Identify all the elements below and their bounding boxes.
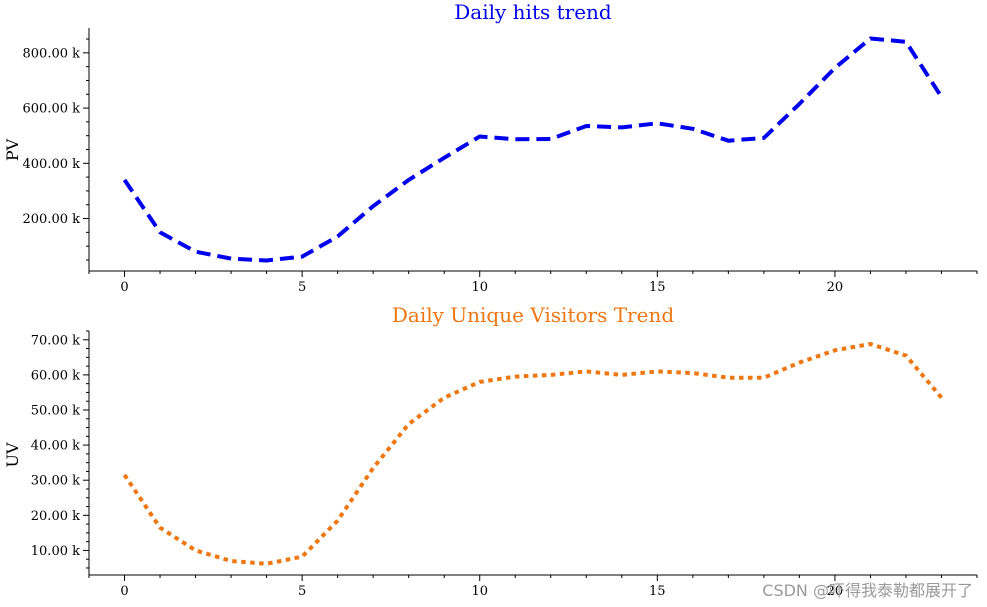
uv-series-line <box>122 342 944 566</box>
uv-y-tick-label: 30.00 k <box>31 474 80 489</box>
uv-chart-title: Daily Unique Visitors Trend <box>392 303 674 327</box>
uv-x-tick-label: 10 <box>471 584 488 599</box>
pv-x-tick-label: 0 <box>120 280 128 295</box>
pv-y-tick-label: 800.00 k <box>23 46 81 61</box>
watermark-text: CSDN @吓得我泰勒都展开了 <box>762 581 973 600</box>
uv-y-tick-label: 50.00 k <box>31 403 80 418</box>
uv-y-tick-label: 20.00 k <box>31 509 80 524</box>
pv-x-tick-label: 20 <box>827 280 844 295</box>
uv-x-ticks: 0 5 10 15 20 <box>88 575 978 599</box>
uv-x-tick-label: 5 <box>298 584 306 599</box>
uv-y-axis-label: UV <box>3 442 22 467</box>
pv-chart-title: Daily hits trend <box>454 0 612 24</box>
uv-series <box>122 342 944 566</box>
pv-series-line <box>122 36 944 263</box>
pv-y-tick-label: 400.00 k <box>23 157 81 172</box>
uv-x-tick-label: 15 <box>649 584 666 599</box>
uv-subplot: Daily Unique Visitors Trend UV 0 5 10 15 20 … <box>3 303 978 599</box>
pv-x-tick-label: 15 <box>649 280 666 295</box>
pv-x-ticks: 0 5 10 15 20 <box>88 271 978 295</box>
pv-series <box>122 36 944 263</box>
pv-y-axis-label: PV <box>3 138 22 161</box>
uv-y-tick-label: 70.00 k <box>31 333 80 348</box>
pv-subplot: Daily hits trend PV 0 5 10 15 20 200.00 k 400… <box>3 0 978 295</box>
uv-y-ticks: 10.00 k 20.00 k 30.00 k 40.00 k 50.00 k 60.00… <box>31 330 89 569</box>
pv-y-ticks: 200.00 k 400.00 k 600.00 k 800.00 k <box>23 38 89 261</box>
uv-axes <box>88 331 977 576</box>
uv-y-tick-label: 40.00 k <box>31 439 80 454</box>
uv-x-tick-label: 20 <box>827 584 844 599</box>
pv-y-tick-label: 200.00 k <box>23 212 81 227</box>
pv-x-tick-label: 5 <box>298 280 306 295</box>
uv-y-tick-label: 10.00 k <box>31 544 80 559</box>
uv-y-tick-label: 60.00 k <box>31 368 80 383</box>
pv-x-tick-label: 10 <box>471 280 488 295</box>
uv-x-tick-label: 0 <box>120 584 128 599</box>
pv-axes <box>88 28 977 272</box>
pv-y-tick-label: 600.00 k <box>23 102 81 117</box>
